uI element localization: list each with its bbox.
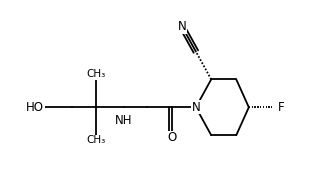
Text: N: N	[192, 101, 200, 114]
Text: N: N	[177, 20, 186, 33]
Text: NH: NH	[115, 114, 132, 127]
Text: CH₃: CH₃	[86, 135, 106, 145]
Text: HO: HO	[26, 101, 44, 114]
Text: CH₃: CH₃	[86, 69, 106, 79]
Text: F: F	[278, 101, 285, 114]
Text: O: O	[168, 131, 177, 144]
